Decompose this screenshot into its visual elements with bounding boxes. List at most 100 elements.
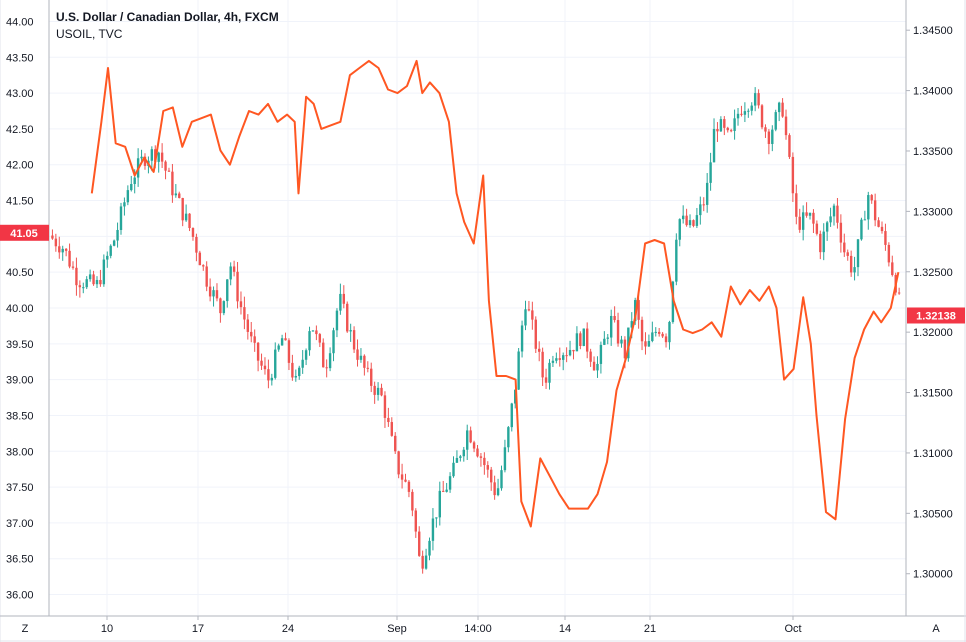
candle-body (328, 353, 332, 369)
candle-body (524, 309, 527, 326)
auto-scale-button[interactable]: A (925, 619, 947, 637)
candle-body (390, 422, 393, 436)
x-axis-ticks[interactable]: 10 17 24 Sep 14:00 14 21 Oct (101, 616, 802, 635)
candle-body (188, 213, 191, 229)
candle-body (767, 131, 771, 144)
candle-body (832, 205, 836, 217)
candle-body (644, 341, 647, 347)
candle-body (424, 555, 428, 569)
candle-body (589, 351, 592, 362)
candle-body (664, 336, 668, 343)
candle-body (750, 105, 753, 111)
left-axis-tick-label: 39.50 (6, 339, 34, 351)
right-axis-tick-label: 1.34000 (913, 86, 953, 98)
candle-body (404, 479, 407, 482)
candle-body (661, 333, 664, 337)
candle-body (887, 244, 891, 263)
candle-body (688, 220, 692, 226)
candle-body (174, 193, 178, 196)
candle-body (825, 222, 829, 232)
candle-body (812, 212, 815, 224)
candle-body (95, 279, 99, 285)
candle-body (743, 111, 747, 115)
candle-body (215, 290, 219, 299)
candle-body (54, 238, 58, 247)
candle-body (304, 350, 308, 360)
candle-body (407, 481, 411, 492)
candle-body (195, 236, 198, 253)
candle-body (243, 307, 246, 320)
candle-body (205, 266, 208, 287)
candle-body (585, 328, 589, 352)
candle-body (582, 328, 585, 346)
candle-body (503, 447, 507, 471)
candle-body (846, 252, 849, 256)
legend: U.S. Dollar / Canadian Dollar, 4h, FXCM … (56, 10, 279, 41)
candle-body (657, 331, 661, 334)
candle-body (274, 349, 277, 378)
candle-body (346, 303, 349, 332)
candle-body (548, 362, 551, 383)
right-axis-tick-label: 1.31500 (913, 388, 953, 400)
candle-body (311, 330, 315, 332)
candle-body (191, 228, 195, 237)
candle-body (712, 128, 716, 163)
candle-body (613, 315, 616, 321)
candle-body (753, 93, 757, 106)
candle-body (123, 202, 126, 207)
candle-body (370, 368, 373, 386)
x-axis-tick-label: 14:00 (464, 623, 492, 635)
candle-body (212, 290, 215, 297)
zoom-button[interactable]: Z (14, 619, 36, 637)
left-axis-tick-label: 42.50 (6, 124, 34, 136)
candle-body (222, 301, 226, 314)
candle-body (387, 417, 390, 423)
candle-body (455, 457, 459, 463)
candle-body (284, 338, 287, 341)
candle-body (119, 206, 123, 230)
x-axis-tick-label: 24 (282, 623, 294, 635)
auto-scale-button-label[interactable]: A (932, 623, 940, 635)
candle-body (352, 330, 356, 350)
candle-body (565, 355, 568, 357)
candle-body (363, 355, 366, 368)
candle-body (856, 239, 860, 268)
candle-body (178, 193, 181, 199)
candle-body (82, 287, 85, 289)
zoom-button-label[interactable]: Z (22, 623, 29, 635)
left-axis-tick-label: 40.50 (6, 267, 34, 279)
candle-body (695, 215, 699, 226)
candle-body (160, 152, 164, 162)
candle-body (774, 112, 777, 130)
candle-body (572, 349, 575, 352)
candle-body (891, 262, 894, 276)
candle-body (798, 216, 801, 230)
candle-body (479, 456, 483, 458)
candle-body (256, 342, 260, 361)
candle-body (805, 212, 808, 216)
left-axis-tick-label: 38.50 (6, 410, 34, 422)
candle-body (171, 171, 174, 196)
candle-body (651, 332, 654, 342)
candle-body (184, 213, 188, 221)
candle-body (544, 377, 548, 383)
candle-body (726, 127, 729, 131)
left-price-badge: 41.05 (0, 224, 49, 241)
right-axis-ticks[interactable]: 1.34500 1.34000 1.33500 1.33000 1.32500 1.320… (906, 25, 953, 581)
candle-body (462, 449, 465, 457)
candle-body (99, 279, 102, 285)
candle-body (606, 337, 609, 339)
left-axis-tick-label: 41.50 (6, 196, 34, 208)
candle-body (301, 359, 304, 368)
candle-body (226, 279, 229, 302)
candle-body (777, 102, 781, 113)
candle-body (517, 351, 520, 390)
candle-body (736, 113, 740, 119)
x-axis-tick-label: 17 (192, 623, 204, 635)
candle-body (510, 403, 513, 428)
left-axis-tick-label: 43.50 (6, 52, 34, 64)
candle-body (493, 482, 496, 496)
candle-body (520, 325, 524, 352)
candle-body (270, 377, 274, 381)
